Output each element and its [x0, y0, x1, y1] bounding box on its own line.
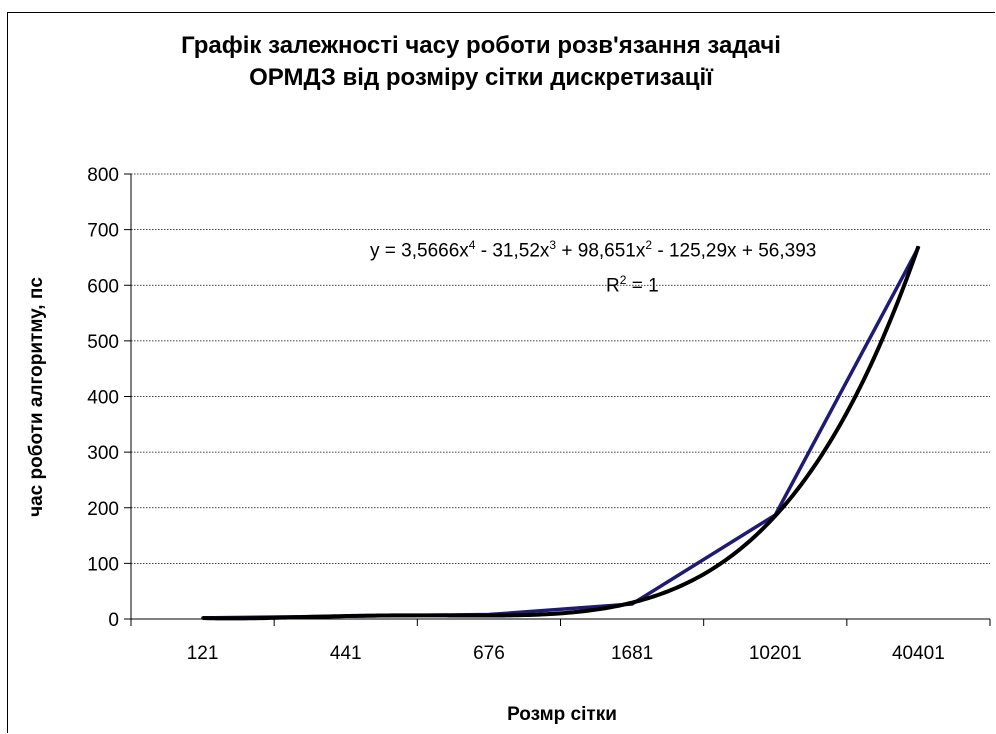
trendline-r-squared: R2 = 1 [606, 273, 659, 297]
equation-exponent: 4 [468, 238, 476, 252]
x-tick-label: 121 [187, 643, 219, 664]
trendline-equation: y = 3,5666x4 - 31,52x3 + 98,651x2 - 125,… [370, 238, 816, 262]
chart-title-line-2: ОРМДЗ від розміру сітки дискретизації [249, 64, 713, 91]
chart-title: Графік залежності часу роботи розв'язанн… [96, 30, 866, 94]
x-tick-label: 40401 [892, 643, 945, 664]
series-line [202, 246, 920, 620]
trendline-layer [202, 245, 921, 621]
equation-exponent: 2 [645, 238, 653, 252]
y-tick-label: 500 [87, 332, 119, 353]
y-tick-label: 800 [87, 165, 119, 186]
gridlines [131, 173, 990, 564]
equation-part: + 98,651x [556, 240, 646, 262]
y-tick-label: 400 [87, 388, 119, 409]
r-squared-part: = 1 [626, 275, 659, 297]
r-squared-exponent: 2 [619, 273, 627, 287]
trendline [202, 245, 921, 621]
x-tick-label: 441 [330, 643, 362, 664]
y-tick-label: 700 [87, 221, 119, 242]
x-axis-label: Розмр сітки [507, 704, 617, 725]
equation-part: y = 3,5666x [370, 240, 469, 262]
y-axis-label: час роботи алгоритму, пс [26, 277, 47, 517]
r-squared-part: R [606, 275, 620, 297]
x-tick-label: 10201 [749, 643, 802, 664]
x-tick-label: 676 [473, 643, 505, 664]
y-tick-label: 0 [108, 610, 119, 631]
y-tick-label: 200 [87, 499, 119, 520]
y-tick-label: 600 [87, 276, 119, 297]
equation-part: - 31,52x [475, 240, 550, 262]
y-tick-label: 300 [87, 443, 119, 464]
equation-part: - 125,29x + 56,393 [652, 240, 817, 262]
y-tick-labels: 0 100 200 300 400 500 600 700 800 [87, 165, 119, 631]
x-tick-label: 1681 [611, 643, 653, 664]
y-tick-label: 100 [87, 554, 119, 575]
equation-exponent: 3 [549, 238, 557, 252]
x-tick-labels: 121 441 676 1681 10201 40401 [187, 643, 945, 664]
chart-title-line-1: Графік залежності часу роботи розв'язанн… [181, 32, 781, 59]
